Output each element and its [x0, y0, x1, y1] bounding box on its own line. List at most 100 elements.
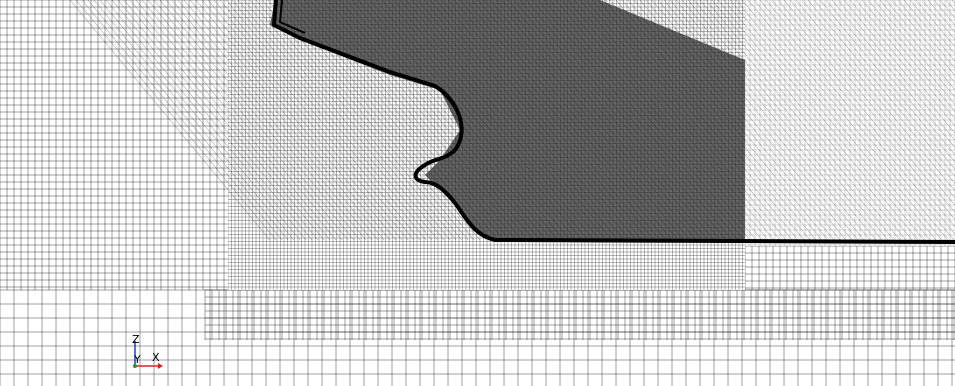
dense-grid-line — [771, 0, 955, 220]
dense-grid-line — [591, 0, 793, 241]
axes-triad: Z Y X — [132, 333, 163, 369]
dense-grid-line — [861, 0, 955, 112]
dense-grid-line — [75, 0, 277, 241]
y-axis-dot — [133, 364, 137, 368]
dense-grid-line — [705, 0, 907, 241]
dense-grid-line — [363, 0, 565, 241]
dense-grid-line — [129, 0, 331, 241]
dense-grid-line — [723, 0, 925, 241]
dense-grid-line — [123, 0, 325, 241]
dense-grid-line — [837, 0, 955, 141]
dense-grid-line — [219, 0, 421, 241]
dense-grid-line — [333, 0, 535, 241]
hull-outline — [271, 0, 955, 244]
dense-grid-line — [171, 0, 373, 241]
dense-grid-line — [531, 0, 733, 241]
dense-grid-line — [405, 0, 607, 241]
dense-grid-line — [843, 0, 955, 134]
dense-grid-line — [495, 0, 697, 241]
dense-grid-line — [699, 0, 901, 241]
dense-grid-line — [225, 0, 427, 241]
dense-grid-line — [777, 0, 955, 213]
z-axis-label: Z — [132, 333, 140, 346]
dense-grid-line — [747, 0, 949, 241]
dense-grid-line — [297, 0, 499, 241]
dense-grid-line — [435, 0, 637, 241]
dense-grid-line — [507, 0, 709, 241]
dense-grid-line — [189, 0, 391, 241]
dense-grid-line — [351, 0, 553, 241]
dense-grid-line — [207, 0, 409, 241]
dense-grid-line — [795, 0, 955, 192]
dense-grid-line — [687, 0, 889, 241]
x-axis-arrow — [158, 363, 163, 369]
dense-grid-line — [663, 0, 865, 241]
dense-grid-line — [555, 0, 757, 241]
dense-grid-line — [321, 0, 523, 241]
dense-grid-line — [729, 0, 931, 241]
dense-grid-line — [393, 0, 595, 241]
dense-grid-line — [69, 0, 271, 241]
dense-grid-line — [759, 0, 955, 235]
dense-grid-line — [639, 0, 841, 241]
dense-grid-line — [303, 0, 505, 241]
dense-grid-line — [375, 0, 577, 241]
dense-grid-line — [903, 0, 955, 62]
dense-grid-line — [489, 0, 691, 241]
dense-grid-line — [513, 0, 715, 241]
dense-grid-line — [183, 0, 385, 241]
dense-grid-line — [621, 0, 823, 241]
dense-grid-line — [519, 0, 721, 241]
dense-grid-line — [387, 0, 589, 241]
dense-grid-line — [309, 0, 511, 241]
dense-grid-line — [609, 0, 811, 241]
dense-grid-line — [195, 0, 397, 241]
dense-grid-line — [891, 0, 955, 76]
dense-grid-line — [573, 0, 775, 241]
dense-grid-line — [543, 0, 745, 241]
dense-grid-line — [159, 0, 361, 241]
hull-inner-edge — [278, 0, 306, 34]
dense-grid-line — [813, 0, 955, 170]
dense-grid-line — [231, 0, 433, 241]
dense-grid-line — [675, 0, 877, 241]
dense-grid-line — [819, 0, 955, 163]
dense-grid-line — [315, 0, 517, 241]
dense-grid-line — [651, 0, 853, 241]
dense-grid-line — [483, 0, 685, 241]
dense-grid-line — [147, 0, 349, 241]
dense-grid-line — [537, 0, 739, 241]
y-axis-label: Y — [133, 353, 141, 366]
dense-grid-line — [879, 0, 955, 91]
dense-grid-line — [153, 0, 355, 241]
x-axis-label: X — [152, 351, 160, 364]
dense-grid-line — [633, 0, 835, 241]
dense-grid-line — [249, 0, 451, 241]
dense-grid-line — [111, 0, 313, 241]
dense-grid-line — [417, 0, 619, 241]
dense-grid-line — [735, 0, 937, 241]
dense-grid-line — [357, 0, 559, 241]
dense-grid-line — [627, 0, 829, 241]
dense-grid-line — [753, 0, 955, 241]
dense-grid-line — [765, 0, 955, 228]
dense-grid-line — [453, 0, 655, 241]
dense-grid-line — [141, 0, 343, 241]
dense-grid-line — [915, 0, 955, 48]
dense-grid-line — [501, 0, 703, 241]
dense-grid-line — [711, 0, 913, 241]
dense-grid-line — [381, 0, 583, 241]
dense-grid-line — [441, 0, 643, 241]
dense-grid-line — [93, 0, 295, 241]
dense-grid-line — [681, 0, 883, 241]
dense-grid-line — [717, 0, 919, 241]
dense-grid-line — [411, 0, 613, 241]
dense-grid-line — [177, 0, 379, 241]
dense-grid-line — [255, 0, 457, 241]
dense-grid-line — [399, 0, 601, 241]
dense-grid-line — [525, 0, 727, 241]
dense-grid-line — [447, 0, 649, 241]
dense-grid-line — [897, 0, 955, 69]
dense-grid-line — [339, 0, 541, 241]
